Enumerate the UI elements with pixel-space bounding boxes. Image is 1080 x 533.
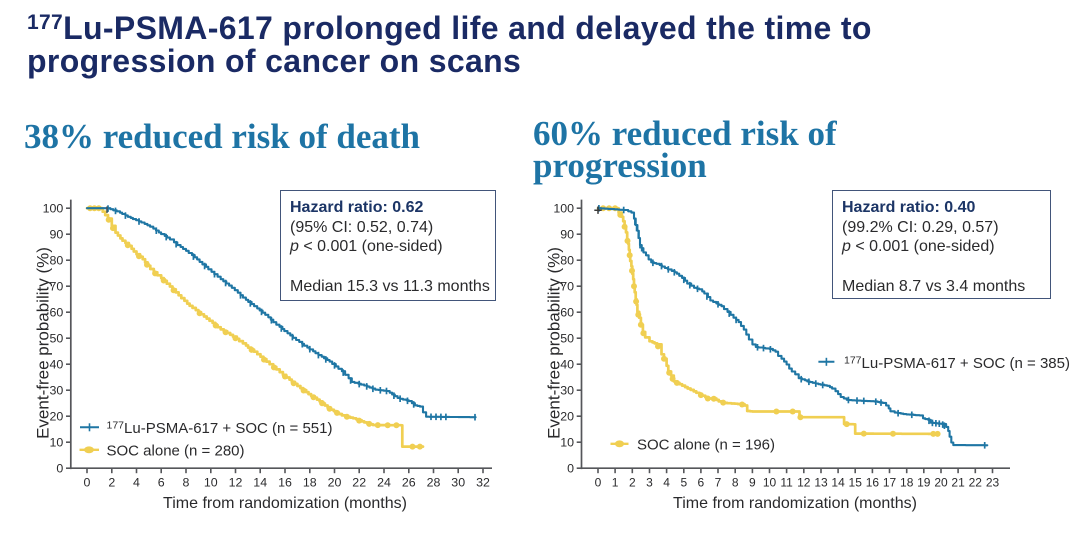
svg-text:32: 32 <box>476 476 490 490</box>
svg-text:18: 18 <box>900 476 914 490</box>
svg-text:18: 18 <box>303 476 317 490</box>
svg-text:100: 100 <box>553 202 574 216</box>
svg-text:6: 6 <box>158 476 165 490</box>
svg-text:70: 70 <box>50 280 64 294</box>
svg-text:50: 50 <box>560 332 574 346</box>
svg-text:80: 80 <box>560 254 574 268</box>
svg-text:14: 14 <box>831 476 845 490</box>
svg-text:7: 7 <box>715 476 722 490</box>
svg-text:10: 10 <box>763 476 777 490</box>
svg-text:Time from randomization (month: Time from randomization (months) <box>163 495 407 512</box>
svg-text:90: 90 <box>50 228 64 242</box>
svg-text:2: 2 <box>629 476 636 490</box>
svg-text:22: 22 <box>352 476 366 490</box>
svg-text:22: 22 <box>969 476 983 490</box>
svg-text:23: 23 <box>986 476 1000 490</box>
svg-text:60: 60 <box>560 306 574 320</box>
svg-text:40: 40 <box>560 358 574 372</box>
svg-text:8: 8 <box>732 476 739 490</box>
svg-text:SOC alone (n = 196): SOC alone (n = 196) <box>637 436 775 453</box>
svg-text:17: 17 <box>883 476 897 490</box>
svg-text:20: 20 <box>934 476 948 490</box>
svg-text:19: 19 <box>917 476 931 490</box>
svg-text:11: 11 <box>780 476 793 490</box>
svg-text:6: 6 <box>698 476 705 490</box>
svg-text:10: 10 <box>204 476 218 490</box>
svg-text:100: 100 <box>43 202 64 216</box>
svg-text:0: 0 <box>595 476 602 490</box>
svg-text:60: 60 <box>50 306 64 320</box>
svg-text:15: 15 <box>849 476 863 490</box>
svg-text:20: 20 <box>560 410 574 424</box>
svg-text:4: 4 <box>133 476 140 490</box>
svg-text:24: 24 <box>377 476 391 490</box>
svg-text:12: 12 <box>229 476 243 490</box>
svg-text:30: 30 <box>50 384 64 398</box>
svg-text:80: 80 <box>50 254 64 268</box>
svg-text:90: 90 <box>560 228 574 242</box>
svg-text:21: 21 <box>951 476 965 490</box>
svg-text:10: 10 <box>50 436 64 450</box>
svg-text:30: 30 <box>451 476 465 490</box>
svg-text:16: 16 <box>866 476 880 490</box>
svg-text:177Lu-PSMA-617 + SOC (n = 385): 177Lu-PSMA-617 + SOC (n = 385) <box>844 355 1070 373</box>
svg-text:1: 1 <box>612 476 619 490</box>
svg-text:70: 70 <box>560 280 574 294</box>
svg-text:Time from randomization (month: Time from randomization (months) <box>673 495 917 512</box>
svg-text:20: 20 <box>328 476 342 490</box>
svg-text:16: 16 <box>278 476 292 490</box>
svg-text:Event-free probability (%): Event-free probability (%) <box>34 247 53 439</box>
svg-text:4: 4 <box>663 476 670 490</box>
svg-text:2: 2 <box>108 476 115 490</box>
svg-text:14: 14 <box>253 476 267 490</box>
svg-text:28: 28 <box>427 476 441 490</box>
svg-text:10: 10 <box>560 436 574 450</box>
svg-text:SOC alone (n = 280): SOC alone (n = 280) <box>107 442 245 459</box>
svg-text:13: 13 <box>814 476 828 490</box>
svg-text:9: 9 <box>749 476 756 490</box>
svg-text:0: 0 <box>56 462 63 476</box>
svg-text:12: 12 <box>797 476 811 490</box>
svg-text:3: 3 <box>646 476 653 490</box>
svg-text:50: 50 <box>50 332 64 346</box>
svg-text:Event-free probability (%): Event-free probability (%) <box>545 247 564 439</box>
svg-text:26: 26 <box>402 476 416 490</box>
svg-text:177Lu-PSMA-617 + SOC (n = 551): 177Lu-PSMA-617 + SOC (n = 551) <box>107 420 333 438</box>
svg-text:30: 30 <box>560 384 574 398</box>
svg-text:40: 40 <box>50 358 64 372</box>
svg-text:20: 20 <box>50 410 64 424</box>
svg-text:0: 0 <box>567 462 574 476</box>
svg-text:0: 0 <box>84 476 91 490</box>
svg-text:5: 5 <box>680 476 687 490</box>
svg-text:8: 8 <box>183 476 190 490</box>
